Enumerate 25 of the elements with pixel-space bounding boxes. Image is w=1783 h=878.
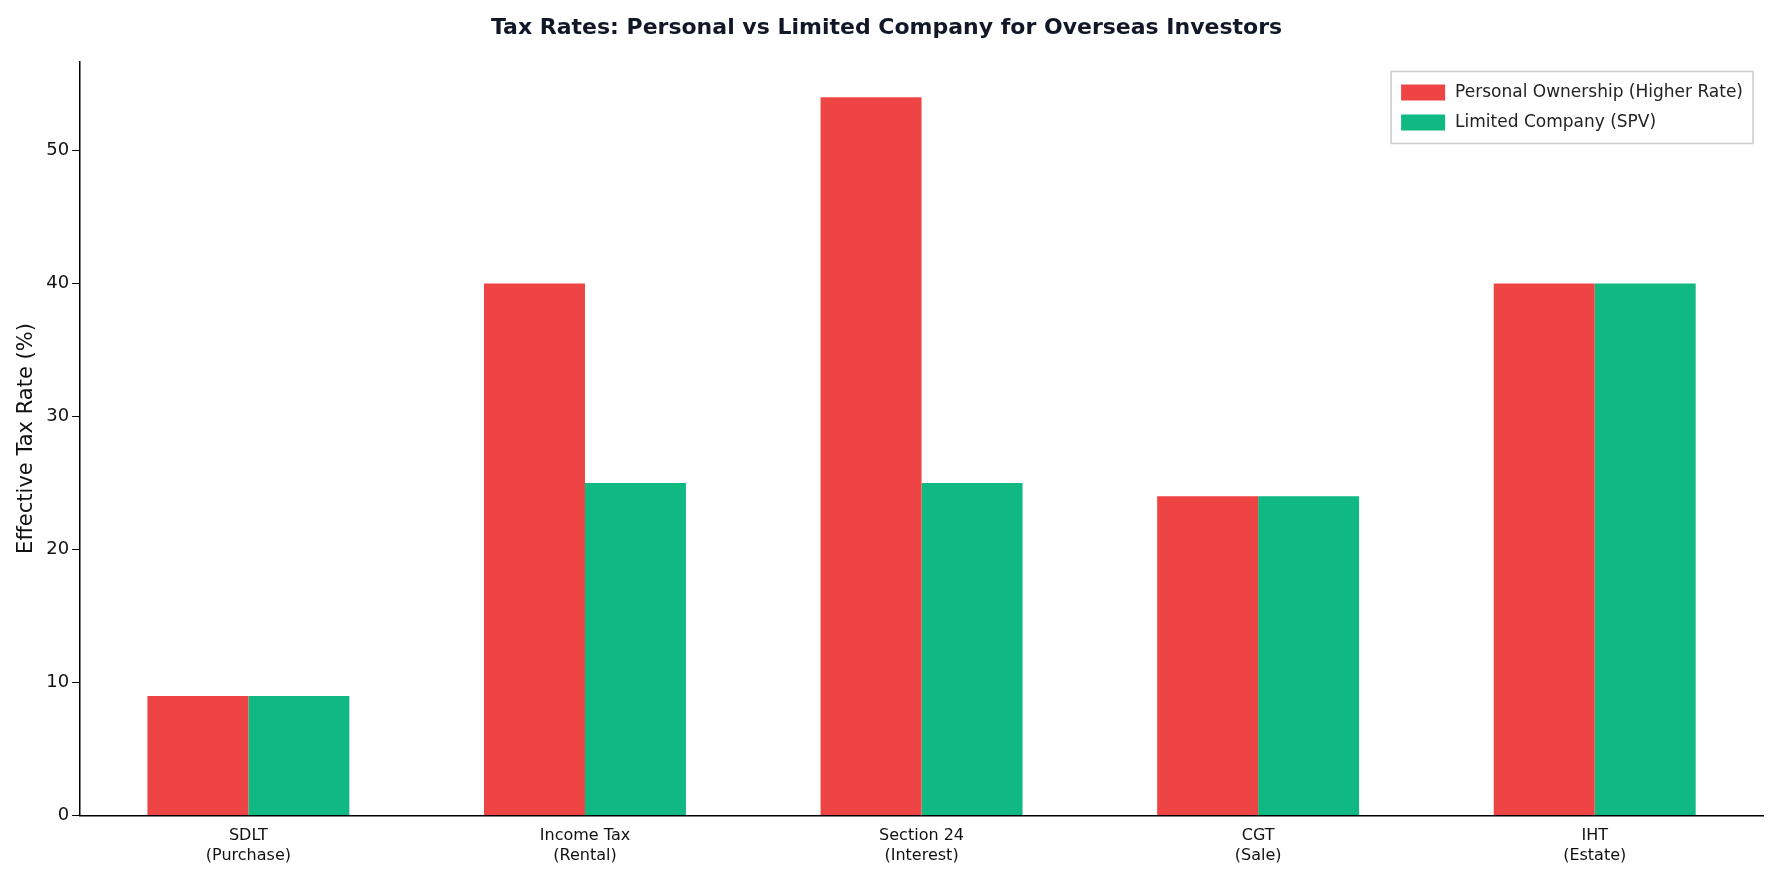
bar [1258, 496, 1360, 816]
x-tick-label: Section 24 (Interest) [879, 825, 964, 864]
bar [147, 695, 249, 816]
chart-title: Tax Rates: Personal vs Limited Company for Overseas Investors [490, 13, 1283, 39]
y-tick-label: 0 [57, 803, 70, 825]
bar [921, 483, 1023, 816]
y-axis-title: Effective Tax Rate (%) [13, 323, 38, 554]
y-tick-label: 40 [46, 271, 70, 293]
bar [584, 483, 686, 816]
y-tick-label: 20 [46, 537, 70, 559]
bar [1594, 283, 1696, 816]
legend-label: Limited Company (SPV) [1455, 110, 1657, 131]
bar [484, 283, 585, 816]
x-tick-label: Income Tax (Rental) [539, 825, 631, 864]
bar [248, 695, 350, 816]
x-tick-label: IHT (Estate) [1563, 825, 1627, 864]
y-tick-label: 10 [46, 670, 70, 692]
x-tick-label: SDLT (Purchase) [205, 825, 291, 864]
y-tick-label: 30 [46, 404, 70, 426]
y-tick-label: 50 [46, 138, 70, 160]
bar [820, 97, 922, 816]
bar [1493, 283, 1595, 816]
legend-label: Personal Ownership (Higher Rate) [1455, 80, 1744, 101]
bar [1157, 496, 1259, 816]
x-tick-label: CGT (Sale) [1234, 825, 1282, 864]
